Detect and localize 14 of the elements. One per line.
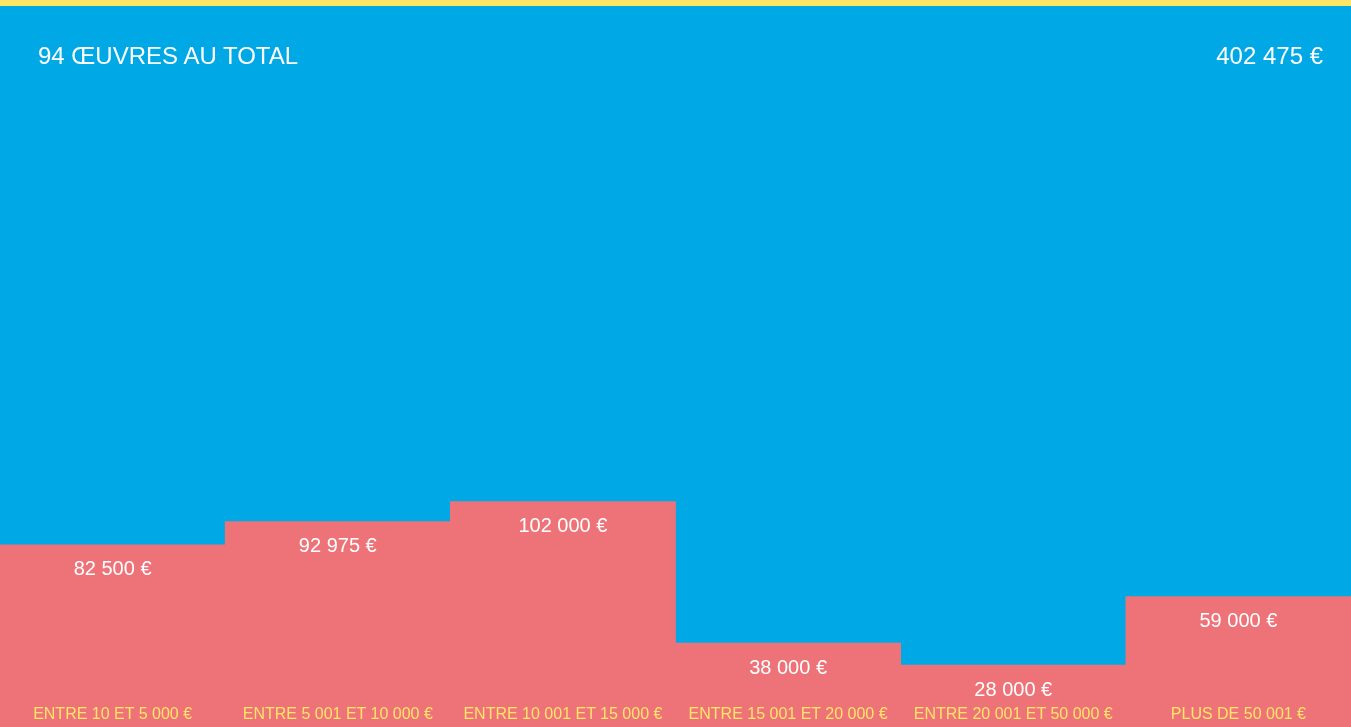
data-label: 59 000 € bbox=[1199, 609, 1278, 632]
data-label: 38 000 € bbox=[749, 655, 828, 678]
x-tick-label: ENTRE 10 001 ET 15 000 € bbox=[463, 705, 663, 723]
chart-title: 94 ŒUVRES AU TOTAL bbox=[38, 42, 299, 70]
data-label: 102 000 € bbox=[518, 514, 608, 537]
x-tick-label: PLUS DE 50 001 € bbox=[1170, 705, 1307, 723]
x-tick-label: ENTRE 10 ET 5 000 € bbox=[33, 705, 193, 723]
data-label: 82 500 € bbox=[73, 557, 152, 580]
x-tick-label: ENTRE 15 001 ET 20 000 € bbox=[688, 705, 888, 723]
data-label: 92 975 € bbox=[298, 534, 377, 557]
x-tick-label: ENTRE 5 001 ET 10 000 € bbox=[242, 705, 433, 723]
text: 402 475 € bbox=[1216, 42, 1323, 70]
x-tick-label: ENTRE 20 001 ET 50 000 € bbox=[913, 705, 1113, 723]
data-label: 28 000 € bbox=[974, 677, 1053, 700]
